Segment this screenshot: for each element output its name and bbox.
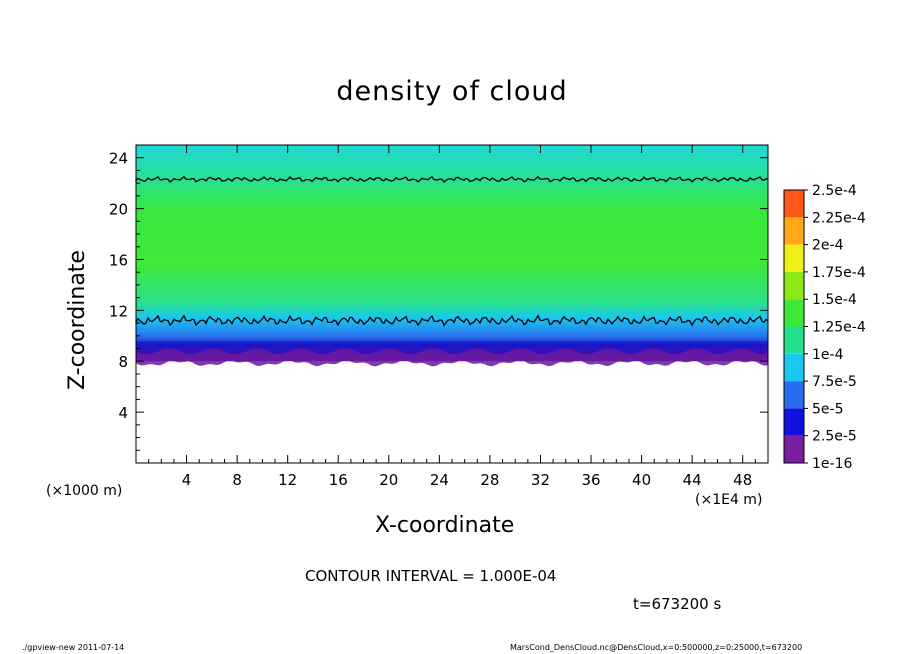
y-tick-label: 8	[118, 353, 128, 371]
contour-line-lower	[135, 314, 769, 327]
x-axis-label: X-coordinate	[375, 513, 515, 538]
cloud-base-band	[136, 347, 768, 367]
x-tick-label: 32	[531, 471, 550, 489]
colorbar-swatch	[784, 190, 804, 218]
colorbar-label: 1e-4	[812, 347, 844, 363]
colorbar-label: 1.25e-4	[812, 320, 866, 336]
y-tick-label: 12	[109, 302, 128, 320]
colorbar-label: 5e-5	[812, 401, 843, 417]
x-tick-label: 36	[581, 471, 600, 489]
time-text: t=673200 s	[633, 595, 722, 613]
y-tick-label: 4	[118, 404, 128, 422]
colorbar-label: 2.5e-5	[812, 429, 857, 445]
x-tick-label: 24	[430, 471, 449, 489]
x-tick-label: 4	[182, 471, 192, 489]
x-tick-label: 16	[329, 471, 348, 489]
cloud-field	[136, 145, 768, 362]
colorbar-swatch	[784, 217, 804, 245]
plot-area	[135, 145, 769, 367]
colorbar-label: 1.5e-4	[812, 292, 857, 308]
colorbar: 1e-16 2.5e-5 5e-5 7.5e-5 1e-4 1.25e-4 1.5e-4 1.…	[783, 183, 866, 472]
colorbar-swatch	[784, 244, 804, 272]
y-tick-label: 20	[109, 201, 128, 219]
x-unit-label: (×1E4 m)	[695, 492, 763, 508]
colorbar-swatch	[784, 381, 804, 409]
x-tick-label: 40	[632, 471, 651, 489]
colorbar-swatch	[784, 353, 804, 382]
x-tick-label: 8	[232, 471, 242, 489]
contour-line-upper	[135, 175, 769, 183]
colorbar-swatch	[784, 408, 804, 436]
y-tick-label: 24	[109, 150, 128, 168]
y-axis-label: Z-coordinate	[65, 250, 90, 390]
colorbar-label: 1e-16	[812, 456, 852, 472]
chart-title: density of cloud	[336, 76, 568, 107]
colorbar-label: 1.75e-4	[812, 265, 866, 281]
cloud-dark-blue-band	[136, 341, 768, 355]
z-unit-label: (×1000 m)	[46, 483, 123, 499]
x-tick-label: 12	[278, 471, 297, 489]
colorbar-swatch	[784, 435, 804, 463]
x-tick-label: 28	[480, 471, 499, 489]
footer-left: ./gpview-new 2011-07-14	[22, 643, 125, 652]
footer-right: MarsCond_DensCloud.nc@DensCloud,x=0:5000…	[510, 643, 803, 652]
colorbar-label: 2.5e-4	[812, 183, 857, 199]
x-tick-label: 20	[379, 471, 398, 489]
colorbar-label: 2.25e-4	[812, 210, 866, 226]
colorbar-label: 7.5e-5	[812, 374, 857, 390]
colorbar-swatch	[784, 326, 804, 354]
colorbar-label: 2e-4	[812, 238, 844, 254]
colorbar-swatch	[784, 271, 804, 300]
colorbar-swatch	[784, 299, 804, 327]
x-tick-label: 44	[683, 471, 702, 489]
contour-interval-text: CONTOUR INTERVAL = 1.000E-04	[305, 567, 557, 585]
y-tick-label: 16	[109, 251, 128, 269]
x-tick-label: 48	[733, 471, 752, 489]
